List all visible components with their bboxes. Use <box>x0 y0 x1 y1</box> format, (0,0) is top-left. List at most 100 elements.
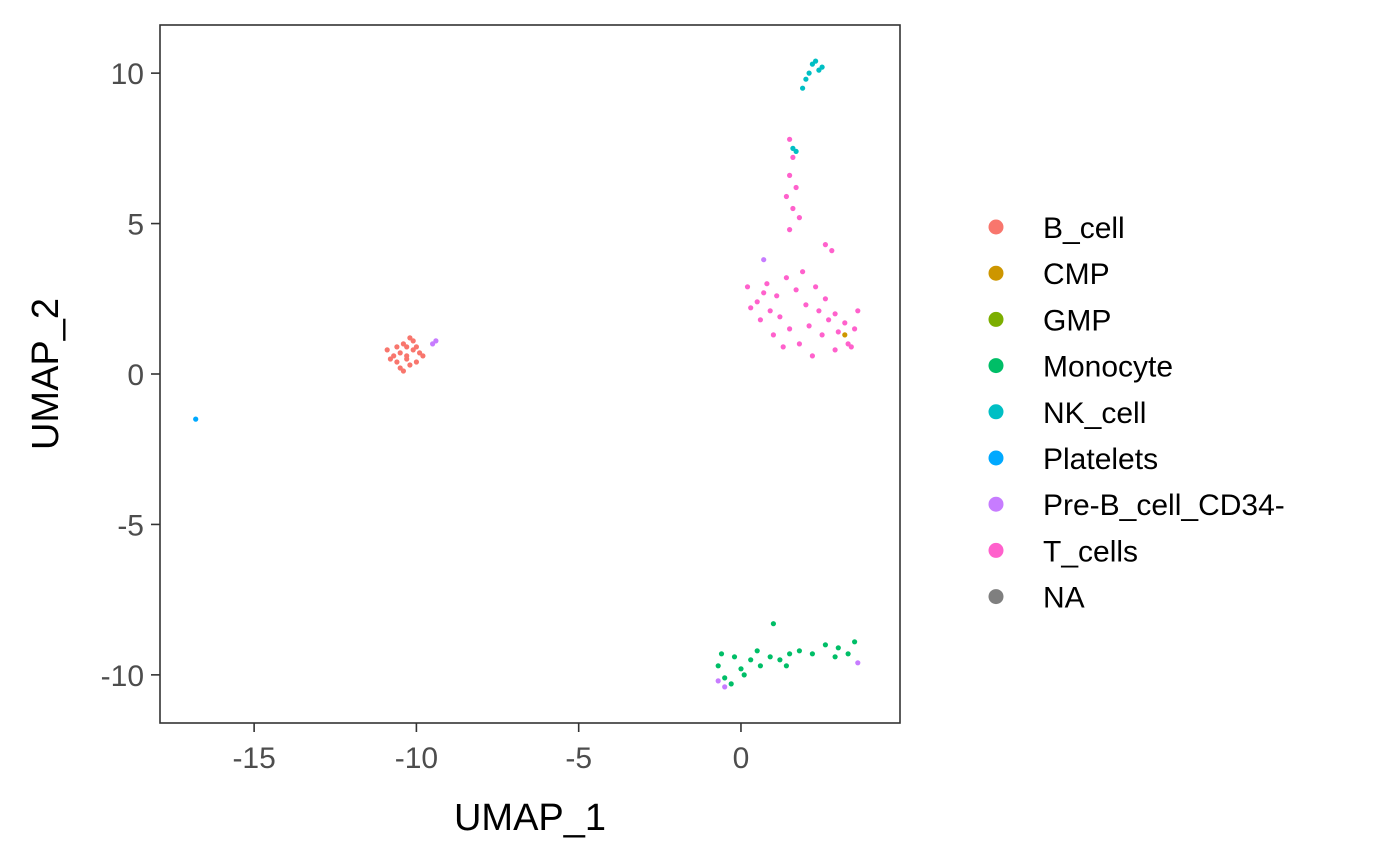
point-t-cells-9 <box>829 248 835 254</box>
x-tick-label-3: 0 <box>733 742 750 775</box>
point-nk-cell-4 <box>819 64 825 70</box>
point-pre-b-cell-cd34--5 <box>855 660 861 666</box>
point-t-cells-36 <box>835 329 841 335</box>
point-t-cells-8 <box>822 242 829 248</box>
point-pre-b-cell-cd34--1 <box>433 338 439 344</box>
point-monocyte-21 <box>718 651 725 657</box>
legend-key-na <box>988 589 1004 605</box>
point-t-cells-12 <box>764 281 770 287</box>
point-t-cells-28 <box>787 326 793 332</box>
point-b-cell-10 <box>404 344 410 350</box>
point-t-cells-5 <box>790 205 796 212</box>
point-monocyte-19 <box>832 654 838 660</box>
point-t-cells-22 <box>855 308 861 314</box>
legend-label-cmp: CMP <box>1043 258 1110 291</box>
y-tick-label-3: 5 <box>127 209 144 242</box>
legend-label-platelets: Platelets <box>1043 443 1158 476</box>
point-b-cell-18 <box>413 344 419 350</box>
legend-key-platelets <box>988 450 1004 466</box>
point-t-cells-11 <box>754 299 760 305</box>
y-tick-label-2: 0 <box>127 359 144 392</box>
point-b-cell-5 <box>413 359 419 365</box>
point-t-cells-35 <box>780 344 786 350</box>
point-monocyte-12 <box>835 645 841 651</box>
point-t-cells-2 <box>787 172 793 178</box>
point-monocyte-10 <box>809 651 816 657</box>
point-monocyte-4 <box>748 657 754 663</box>
point-monocyte-8 <box>787 651 793 657</box>
legend: B_cell CMP GMP Monocyte NK_cell Platelets Pre-… <box>988 212 1285 615</box>
point-t-cells-18 <box>822 296 829 302</box>
point-b-cell-17 <box>407 335 413 341</box>
point-monocyte-2 <box>731 654 738 660</box>
point-monocyte-5 <box>757 663 764 669</box>
legend-key-nk-cell <box>988 404 1004 420</box>
y-tick-label-0: -10 <box>101 660 144 693</box>
legend-key-gmp <box>988 311 1004 327</box>
point-monocyte-0 <box>715 663 721 669</box>
point-b-cell-16 <box>384 347 390 353</box>
point-t-cells-25 <box>819 332 825 338</box>
point-b-cell-3 <box>391 353 397 359</box>
point-pre-b-cell-cd34--2 <box>761 257 767 263</box>
point-b-cell-19 <box>404 353 410 359</box>
legend-key-t-cells <box>988 542 1004 558</box>
point-monocyte-1 <box>722 675 728 681</box>
point-t-cells-10 <box>744 284 751 290</box>
point-t-cells-39 <box>816 308 822 314</box>
x-axis: -15 -10 -5 0 <box>232 723 749 775</box>
legend-label-t-cells: T_cells <box>1043 535 1138 568</box>
point-t-cells-40 <box>848 344 854 350</box>
point-t-cells-31 <box>757 317 764 323</box>
point-t-cells-26 <box>806 323 812 329</box>
point-t-cells-41 <box>770 332 777 338</box>
legend-label-nk-cell: NK_cell <box>1043 397 1146 430</box>
legend-key-b-cell <box>988 219 1004 235</box>
point-t-cells-13 <box>774 293 780 299</box>
point-t-cells-7 <box>787 227 793 233</box>
point-t-cells-15 <box>793 287 799 293</box>
point-monocyte-7 <box>777 657 783 663</box>
point-t-cells-19 <box>832 311 838 317</box>
point-monocyte-16 <box>728 681 734 687</box>
point-t-cells-29 <box>777 314 783 320</box>
point-t-cells-33 <box>809 353 816 359</box>
point-monocyte-20 <box>783 663 790 669</box>
point-nk-cell-2 <box>806 70 812 76</box>
point-t-cells-38 <box>800 269 806 275</box>
y-axis-title: UMAP_2 <box>25 298 67 450</box>
point-t-cells-3 <box>793 184 799 191</box>
point-pre-b-cell-cd34--0 <box>430 341 436 347</box>
point-t-cells-21 <box>852 326 858 332</box>
point-b-cell-13 <box>394 359 400 365</box>
x-axis-title: UMAP_1 <box>454 797 606 839</box>
point-t-cells-14 <box>783 275 790 281</box>
point-t-cells-20 <box>842 320 848 326</box>
point-t-cells-37 <box>761 290 767 296</box>
point-nk-cell-6 <box>800 85 806 91</box>
point-monocyte-18 <box>754 648 760 654</box>
point-t-cells-1 <box>790 154 796 160</box>
point-monocyte-13 <box>845 651 851 657</box>
y-tick-label-4: 10 <box>111 58 144 91</box>
point-monocyte-6 <box>767 654 773 660</box>
point-b-cell-12 <box>410 338 416 344</box>
legend-label-monocyte: Monocyte <box>1043 351 1173 384</box>
point-t-cells-30 <box>767 308 773 314</box>
point-t-cells-17 <box>813 284 819 290</box>
point-monocyte-15 <box>770 621 777 627</box>
x-tick-label-0: -15 <box>232 742 275 775</box>
x-tick-label-2: -5 <box>565 742 592 775</box>
legend-key-cmp <box>988 265 1004 281</box>
legend-key-monocyte <box>988 358 1004 374</box>
point-t-cells-4 <box>783 193 790 200</box>
point-b-cell-7 <box>407 362 413 368</box>
x-tick-label-1: -10 <box>395 742 438 775</box>
point-pre-b-cell-cd34--3 <box>715 678 721 684</box>
point-b-cell-8 <box>417 350 423 356</box>
point-b-cell-0 <box>397 350 403 356</box>
legend-key-pre-b-cell-cd34- <box>988 496 1004 512</box>
y-tick-label-1: -5 <box>117 509 144 542</box>
